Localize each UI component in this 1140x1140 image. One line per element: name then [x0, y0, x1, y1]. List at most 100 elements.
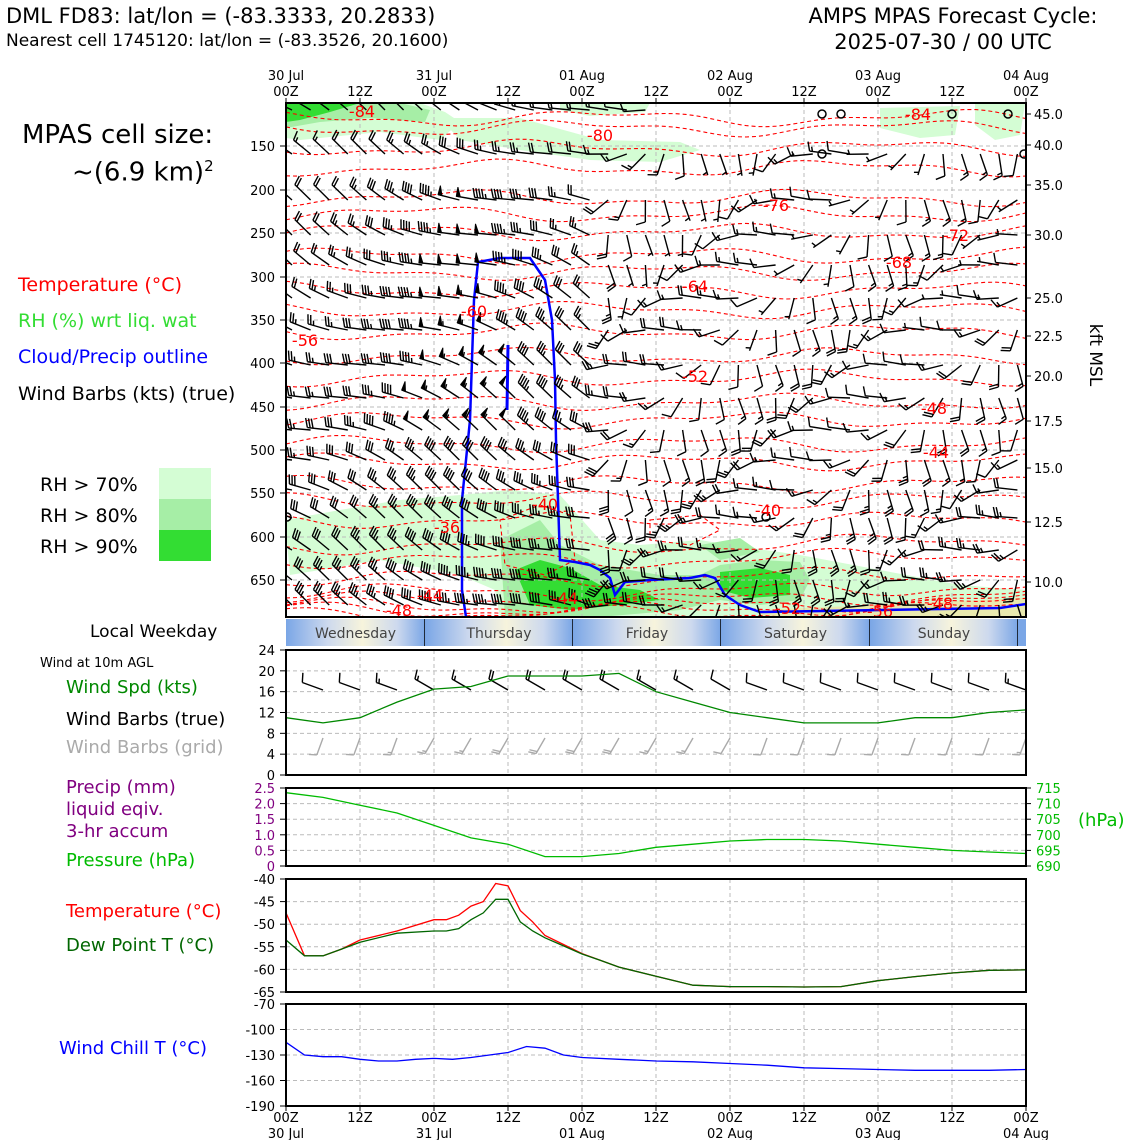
barb-staff: [942, 429, 948, 452]
wind-barb: [756, 604, 762, 617]
wind-barb: [527, 142, 553, 155]
barb-full: [993, 175, 1003, 181]
barb-half: [679, 576, 683, 582]
barb-full: [529, 103, 532, 108]
barb-staff: [960, 153, 969, 176]
barb-half: [684, 217, 690, 222]
barb-pennant: [419, 349, 425, 361]
barb-full: [599, 153, 607, 162]
barb-half: [773, 193, 776, 199]
barb-staff: [793, 329, 802, 352]
barb-full: [606, 282, 615, 290]
wind-panel-tick-label: 0: [267, 769, 275, 784]
barb-full: [692, 581, 701, 590]
barb-full: [819, 672, 822, 683]
barb-full: [406, 438, 412, 449]
barb-staff: [344, 291, 367, 299]
barb-half: [275, 454, 276, 459]
wind-barb: [528, 591, 553, 606]
barb-full: [567, 506, 572, 517]
wind-barb: [711, 231, 739, 242]
barb-full: [430, 441, 436, 452]
barb-half: [519, 227, 522, 233]
legend-temperature: Temperature (°C): [18, 274, 182, 296]
barb-half: [999, 511, 1002, 517]
barb-staff: [756, 364, 764, 387]
pressure-tick-label: 650: [250, 574, 275, 589]
barb-half: [753, 198, 758, 204]
barb-full: [898, 478, 908, 484]
wind-barb: [824, 387, 851, 399]
wind-barb: [306, 445, 330, 461]
barb-full: [546, 505, 550, 516]
wind-barb: [424, 436, 442, 461]
wind-barb: [550, 441, 572, 461]
barb-staff: [400, 228, 423, 236]
barb-full: [490, 670, 495, 681]
barb-full: [990, 461, 999, 471]
barb-half: [525, 418, 529, 424]
bottom-hour-label: 00Z: [421, 1111, 447, 1126]
barb-full: [919, 567, 922, 577]
barb-pennant: [440, 377, 447, 390]
barb-full: [566, 749, 575, 753]
rh70-area-top-right: [880, 106, 960, 138]
barb-staff: [902, 363, 925, 366]
barb-staff: [644, 234, 654, 256]
barb-half: [773, 270, 778, 275]
barb-staff: [626, 489, 634, 512]
wind-barb: [350, 129, 367, 155]
barb-full: [331, 497, 337, 507]
barb-full: [976, 473, 986, 478]
barb-staff: [367, 565, 386, 581]
wind-barb: [730, 549, 758, 562]
wind-barb: [670, 489, 684, 515]
barb-staff: [424, 444, 442, 461]
kft-tick-label: 17.5: [1034, 415, 1063, 430]
barb-full: [972, 484, 978, 494]
wind-barb: [397, 286, 423, 299]
wind-barb: [599, 579, 628, 590]
barb-staff: [568, 452, 590, 461]
wind-barb: [737, 604, 740, 617]
barb-full: [347, 468, 352, 479]
barb-half: [945, 217, 950, 222]
barb-full: [383, 251, 386, 261]
barb-staff: [753, 459, 776, 463]
barb-half: [773, 452, 776, 458]
barb-full: [417, 221, 420, 231]
barb-full: [326, 386, 330, 397]
barb-full: [675, 571, 680, 582]
barb-half: [374, 504, 379, 510]
wind-barb: [383, 585, 404, 606]
wind-barb: [883, 234, 893, 262]
wind-barb: [323, 353, 348, 366]
barb-full: [732, 224, 736, 235]
barb-half: [293, 452, 296, 458]
barb-full: [478, 467, 483, 478]
wind-barb: [968, 199, 981, 225]
barb-full: [312, 555, 319, 565]
wind-barb: [512, 248, 535, 266]
barb-full: [867, 538, 877, 545]
barb-staff: [998, 549, 1018, 562]
wind-barb: [331, 526, 349, 551]
wind-barb: [437, 185, 460, 201]
barb-half: [943, 576, 947, 582]
wind-barb: [866, 517, 877, 545]
barb-full: [706, 478, 717, 481]
barb-staff: [567, 515, 590, 519]
wind-barb: [807, 549, 818, 577]
barb-full: [953, 328, 960, 338]
barb-staff: [511, 230, 534, 236]
barb-staff: [344, 362, 367, 366]
barb-staff: [441, 503, 460, 519]
barb-full: [352, 527, 358, 537]
barb-full: [430, 471, 437, 481]
barb-full: [861, 316, 872, 322]
barb-staff: [289, 483, 311, 491]
bottom-hour-label: 00Z: [865, 1111, 891, 1126]
barb-full: [294, 175, 300, 185]
wind-barb: [476, 498, 497, 519]
wind-barb: [860, 429, 888, 441]
